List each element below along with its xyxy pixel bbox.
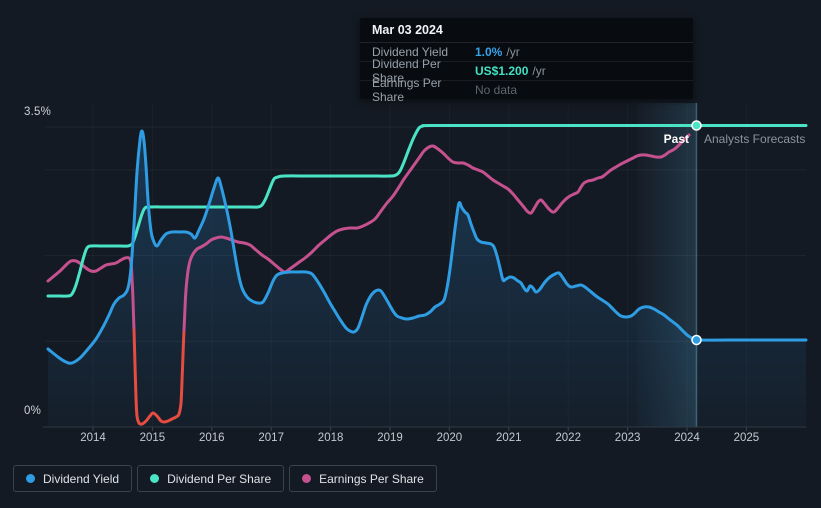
x-axis-label-2015: 2015	[140, 432, 166, 444]
y-axis-label-bottom: 0%	[24, 405, 42, 417]
tooltip-row-dividend-yield: Dividend Yield 1.0% /yr	[360, 43, 693, 61]
x-axis-label-2017: 2017	[258, 432, 284, 444]
past-zone-label: Past	[663, 132, 689, 146]
dividend-yield-area	[48, 130, 806, 427]
tooltip-value-suffix: /yr	[506, 45, 520, 59]
tooltip-label: Dividend Yield	[372, 45, 449, 59]
x-axis-label-2022: 2022	[555, 432, 581, 444]
x-axis-labels: 2014 2015 2016 2017 2018 2019 2020 2021 2022 2023…	[80, 432, 759, 444]
dividend-per-share-line	[46, 123, 808, 298]
legend-dot	[302, 474, 312, 483]
x-axis-label-2025: 2025	[734, 432, 760, 444]
legend-label: Earnings Per Share	[319, 471, 424, 486]
legend-item-dividend-yield[interactable]: Dividend Yield	[13, 465, 133, 492]
tooltip-row-earnings-per-share: Earnings Per Share No data	[360, 76, 693, 104]
tooltip-label: Dividend Per Share	[372, 57, 441, 85]
legend-label: Dividend Per Share	[167, 471, 272, 486]
legend-dot	[26, 474, 35, 483]
x-axis-label-2018: 2018	[318, 432, 344, 444]
forecast-zone-label: Analysts Forecasts	[704, 132, 806, 146]
today-markers	[691, 120, 702, 346]
y-axis-label-top: 3.5%	[24, 106, 52, 118]
dividend-yield-today-dot[interactable]	[691, 334, 702, 346]
tooltip-row-dividend-per-share: Dividend Per Share US$1.200 /yr	[360, 57, 693, 85]
dividend-yield-area	[48, 130, 806, 427]
legend-dot	[150, 474, 160, 483]
x-axis-label-2021: 2021	[496, 432, 522, 444]
legend-item-dividend-per-share[interactable]: Dividend Per Share	[137, 465, 285, 492]
x-axis-label-2020: 2020	[437, 432, 463, 444]
legend-item-earnings-per-share[interactable]: Earnings Per Share	[289, 465, 437, 492]
x-axis-label-2024: 2024	[674, 432, 700, 444]
legend-label: Dividend Yield	[43, 471, 120, 486]
tooltip-value-suffix: /yr	[532, 64, 546, 78]
dividend-per-share-today-dot[interactable]	[691, 120, 702, 131]
chart-legend: Dividend Yield Dividend Per Share Earnings…	[13, 465, 437, 492]
series-lines	[46, 123, 808, 426]
chart-tooltip: Mar 03 2024 Dividend Yield 1.0% /yr Divi…	[360, 18, 693, 104]
x-axis-label-2019: 2019	[377, 432, 403, 444]
tooltip-date: Mar 03 2024	[360, 18, 693, 43]
eps-line	[182, 133, 691, 332]
x-axis-label-2023: 2023	[615, 432, 641, 444]
tooltip-value: No data	[475, 83, 518, 97]
tooltip-value: US$1.200	[475, 64, 529, 78]
eps-negative-segment	[132, 328, 186, 426]
x-axis	[43, 426, 806, 431]
x-axis-label-2016: 2016	[199, 432, 225, 444]
tooltip-label: Earnings Per Share	[372, 76, 442, 104]
x-axis-label-2014: 2014	[80, 432, 106, 444]
tooltip-value: 1.0%	[475, 45, 503, 59]
dividend-yield-line	[46, 129, 808, 365]
